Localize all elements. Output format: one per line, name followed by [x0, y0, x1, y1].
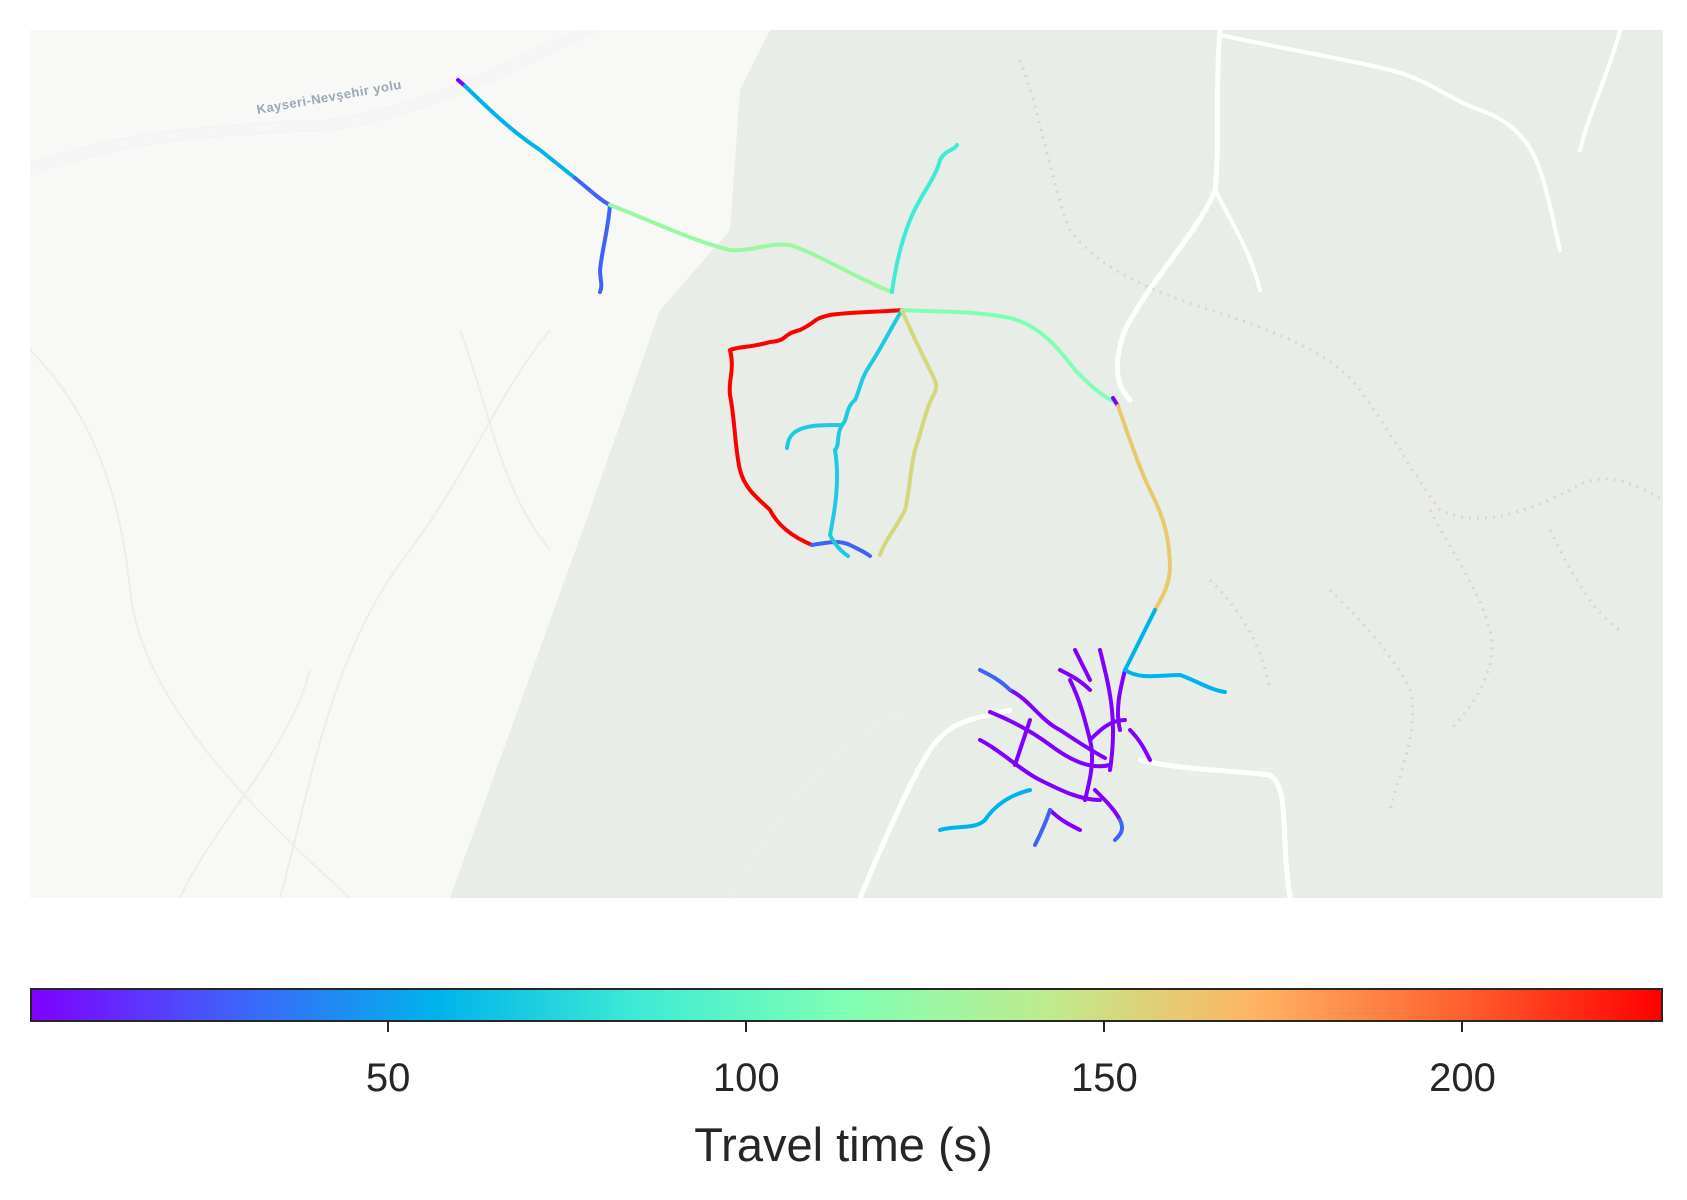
trails: [1018, 59, 1663, 811]
roads: [30, 30, 1622, 898]
map-canvas: [30, 30, 1663, 898]
north-road: [1114, 30, 1223, 403]
segment: [878, 308, 939, 557]
colorbar-tick: [745, 1022, 748, 1032]
segment: [1116, 404, 1172, 612]
park-area: [450, 30, 1663, 898]
highway-road-edge: [30, 30, 596, 176]
colorbar-label: Travel time (s): [694, 1118, 993, 1171]
colorbar-tick-label: 150: [1070, 1056, 1138, 1100]
segment: [573, 176, 612, 207]
north-road-east2: [1578, 30, 1622, 152]
colorbar-tick-label: 200: [1429, 1056, 1496, 1100]
segment: [1123, 608, 1157, 672]
segment: [727, 308, 904, 547]
map-area[interactable]: Kayseri-Nevşehir yolu: [30, 30, 1663, 898]
travel-time-network: [456, 78, 1227, 847]
colorbar-tick-label: 100: [712, 1056, 780, 1100]
south-road-east: [1137, 757, 1293, 898]
south-road: [857, 707, 1013, 898]
segment: [900, 308, 1117, 404]
segment: [608, 203, 894, 294]
colorbar-tick-label: 50: [365, 1056, 411, 1100]
segment: [598, 203, 612, 294]
terrain-lines: [30, 329, 911, 898]
segment: [890, 143, 959, 294]
north-road-east: [1218, 33, 1562, 252]
segment: [810, 540, 872, 558]
colorbar-tick: [387, 1022, 390, 1032]
segment: [463, 84, 577, 180]
colorbar: [30, 988, 1663, 1022]
segment: [785, 423, 844, 450]
town-cluster: [938, 648, 1227, 847]
colorbar-tick: [1103, 1022, 1106, 1032]
north-road-fork: [1213, 188, 1262, 292]
colorbar-tick: [1461, 1022, 1464, 1032]
